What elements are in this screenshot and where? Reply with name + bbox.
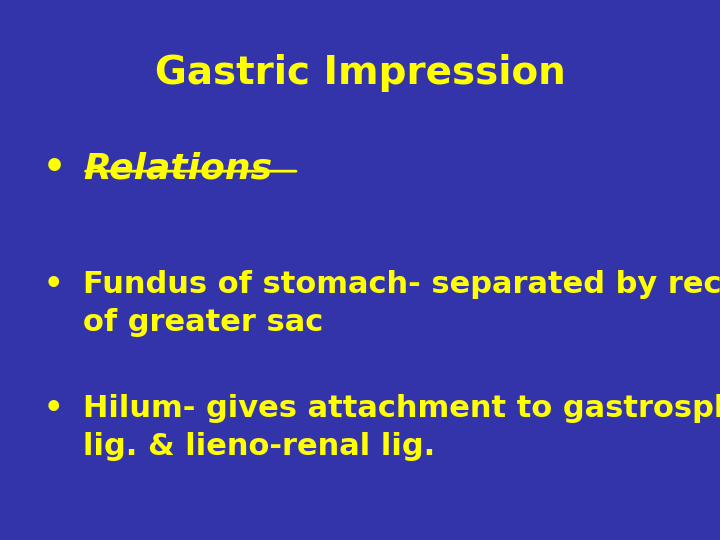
Text: Fundus of stomach- separated by recess
of greater sac: Fundus of stomach- separated by recess o… <box>83 270 720 337</box>
Text: •: • <box>43 394 63 423</box>
Text: Gastric Impression: Gastric Impression <box>155 54 565 92</box>
Text: •: • <box>43 151 66 185</box>
Text: Hilum- gives attachment to gastrosplenic
lig. & lieno-renal lig.: Hilum- gives attachment to gastrosplenic… <box>83 394 720 461</box>
Text: •: • <box>43 270 63 299</box>
Text: Relations: Relations <box>83 151 272 185</box>
